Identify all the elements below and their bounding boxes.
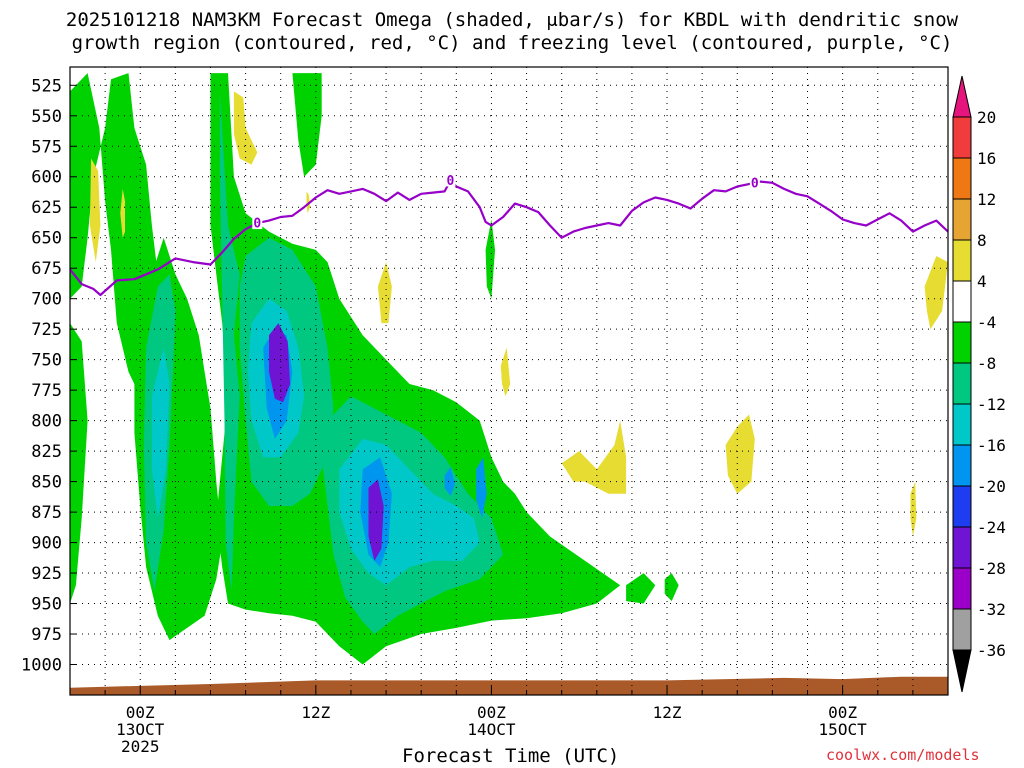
omega-region-26: [500, 347, 511, 397]
colorbar-tick-label-0: 20: [977, 108, 996, 127]
x-tick-label-15: 12Z: [301, 703, 330, 722]
x-tick-year-0: 2025: [121, 737, 160, 756]
omega-region-19: [269, 323, 291, 403]
colorbar-band-16: [952, 116, 972, 159]
y-tick-label-550: 550: [31, 107, 62, 127]
x-tick-label-30: 00Z: [477, 703, 506, 722]
freezing-level-label-1: 0: [447, 174, 455, 189]
omega-region-6: [626, 573, 656, 604]
colorbar-band--20: [952, 444, 972, 487]
freezing-level-line: [70, 179, 948, 297]
y-tick-label-525: 525: [31, 76, 62, 96]
omega-region-1: [70, 323, 88, 604]
omega-region-14: [151, 347, 170, 519]
freezing-level-label-0: 0: [253, 217, 261, 232]
y-tick-label-575: 575: [31, 137, 62, 157]
x-tick-label-60: 00Z: [828, 703, 857, 722]
chart-title-line-2: growth region (contoured, red, °C) and f…: [71, 32, 953, 54]
colorbar-band--16: [952, 403, 972, 446]
y-tick-label-650: 650: [31, 229, 62, 249]
colorbar-tick-label-7: -12: [977, 395, 1006, 414]
credit-text: coolwx.com/models: [826, 746, 980, 764]
y-tick-label-950: 950: [31, 595, 62, 615]
plot-frame: [69, 66, 949, 696]
freezing-label-bg-0: [252, 215, 263, 230]
colorbar-tick-label-9: -20: [977, 477, 1006, 496]
y-tick-label-875: 875: [31, 503, 62, 523]
colorbar-band--28: [952, 526, 972, 569]
colorbar-tick-label-2: 12: [977, 190, 996, 209]
colorbar-tick-label-10: -24: [977, 518, 1006, 537]
colorbar-tick-label-8: -16: [977, 436, 1006, 455]
colorbar-bottom-arrow: [952, 649, 972, 693]
colorbar-band-12: [952, 157, 972, 200]
y-tick-label-750: 750: [31, 351, 62, 371]
colorbar-band-4: [952, 239, 972, 282]
y-tick-label-675: 675: [31, 259, 62, 279]
colorbar-tick-label-5: -4: [977, 313, 996, 332]
omega-region-28: [725, 414, 755, 494]
x-tick-date-0: 13OCT: [116, 720, 165, 739]
freezing-label-bg-2: [749, 174, 760, 189]
colorbar-tick-label-11: -28: [977, 559, 1006, 578]
y-tick-label-625: 625: [31, 198, 62, 218]
omega-region-9: [219, 91, 240, 592]
x-tick-date-30: 14OCT: [467, 720, 516, 739]
y-tick-label-800: 800: [31, 412, 62, 432]
omega-region-27: [561, 420, 627, 494]
colorbar-tick-label-3: 8: [977, 231, 987, 250]
y-tick-label-700: 700: [31, 290, 62, 310]
omega-region-30: [910, 481, 917, 537]
omega-region-5: [485, 219, 495, 299]
x-tick-label-45: 12Z: [653, 703, 682, 722]
chart-title-line-1: 2025101218 NAM3KM Forecast Omega (shaded…: [65, 9, 959, 31]
omega-region-7: [664, 573, 679, 602]
y-tick-label-600: 600: [31, 168, 62, 188]
omega-region-29: [924, 256, 948, 330]
y-tick-label-725: 725: [31, 320, 62, 340]
colorbar-band--36: [952, 608, 972, 651]
terrain-ground: [70, 676, 948, 695]
colorbar-tick-label-4: 4: [977, 272, 987, 291]
y-tick-label-1000: 1000: [21, 656, 62, 676]
y-tick-label-900: 900: [31, 534, 62, 554]
omega-region-4: [292, 73, 322, 177]
y-tick-label-775: 775: [31, 381, 62, 401]
omega-region-3: [210, 73, 621, 665]
x-tick-date-60: 15OCT: [819, 720, 868, 739]
y-tick-label-975: 975: [31, 625, 62, 645]
colorbar-tick-label-12: -32: [977, 600, 1006, 619]
y-tick-label-825: 825: [31, 442, 62, 462]
omega-region-20: [368, 479, 384, 561]
colorbar-tick-label-13: -36: [977, 641, 1006, 660]
colorbar-band--32: [952, 567, 972, 610]
omega-region-22: [120, 188, 125, 238]
colorbar-band-8: [952, 198, 972, 241]
y-tick-label-850: 850: [31, 473, 62, 493]
freezing-level-label-2: 0: [751, 176, 759, 191]
colorbar-band--24: [952, 485, 972, 528]
omega-region-25: [377, 262, 392, 324]
freezing-label-bg-1: [445, 172, 456, 187]
colorbar-band--8: [952, 321, 972, 364]
x-axis-title: Forecast Time (UTC): [402, 745, 620, 767]
colorbar-tick-label-1: 16: [977, 149, 996, 168]
colorbar-top-arrow: [952, 75, 972, 118]
omega-region-21: [89, 158, 101, 263]
colorbar-band--12: [952, 362, 972, 405]
y-tick-label-925: 925: [31, 564, 62, 584]
omega-region-18: [444, 467, 456, 497]
colorbar-tick-label-6: -8: [977, 354, 996, 373]
colorbar-band--4: [952, 280, 972, 323]
x-tick-label-0: 00Z: [126, 703, 155, 722]
omega-region-17: [476, 457, 487, 519]
